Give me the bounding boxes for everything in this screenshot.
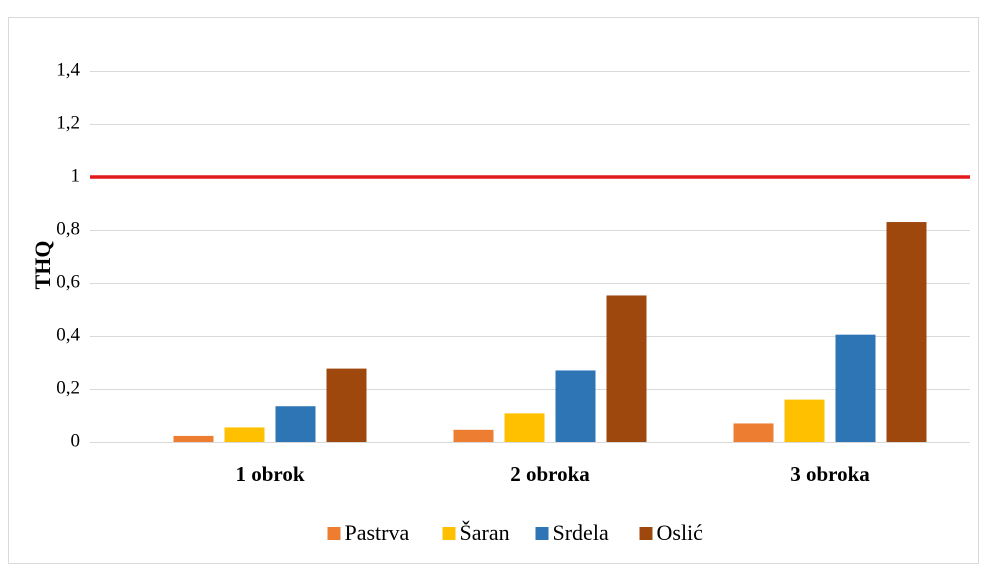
y-tick-label: 0,8 [56,218,80,239]
bar [224,427,265,442]
bar [835,334,876,442]
legend-label: Srdela [553,520,609,545]
y-tick-label: 1 [71,165,81,186]
legend-swatch [327,527,341,540]
y-tick-label: 0,4 [56,324,80,345]
bar [504,413,545,442]
legend-swatch [639,527,653,540]
bar [733,423,774,442]
legend-label: Šaran [460,520,510,545]
bar [453,429,494,442]
legend-label: Oslić [657,520,704,545]
bar [606,295,647,442]
bar [784,399,825,442]
bar [173,435,214,442]
y-tick-label: 0 [71,430,81,451]
y-tick-label: 0,6 [56,271,80,292]
y-tick-label: 1,4 [56,59,80,80]
y-axis-label: THQ [30,241,55,290]
bar [275,406,316,442]
bar [555,370,596,442]
x-tick-label: 1 obrok [235,462,304,486]
legend-swatch [535,527,549,540]
bar [886,222,927,442]
x-tick-label: 3 obroka [790,462,870,486]
y-tick-label: 1,2 [56,112,80,133]
chart-border [8,17,979,564]
legend-swatch [442,527,456,540]
legend-label: Pastrva [345,520,410,545]
x-tick-label: 2 obroka [510,462,590,486]
y-tick-label: 0,2 [56,377,80,398]
bar [326,368,367,442]
